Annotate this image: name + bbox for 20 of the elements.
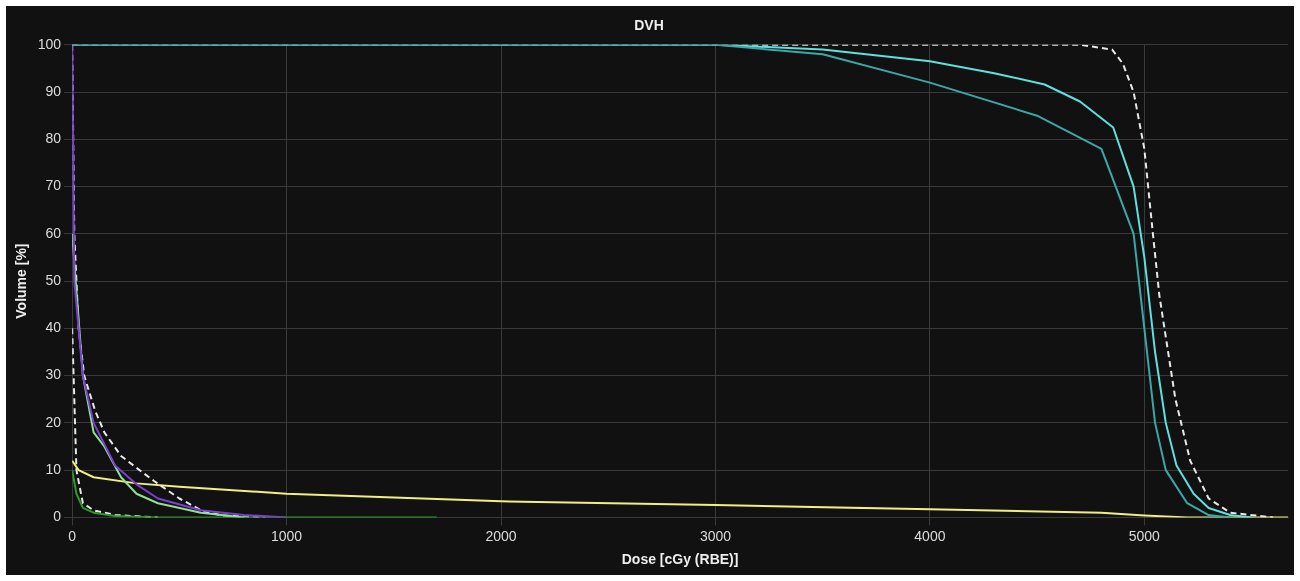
y-tick-label: 10: [45, 461, 62, 477]
y-tick-label: 20: [45, 413, 62, 430]
x-tick-label: 2000: [485, 527, 517, 544]
x-tick-label: 1000: [271, 527, 303, 544]
x-tick-label: 0: [68, 527, 77, 544]
y-tick-label: 80: [45, 130, 62, 147]
y-tick-label: 30: [45, 366, 62, 383]
chart-title: DVH: [634, 17, 664, 34]
y-tick-label: 40: [45, 319, 62, 336]
x-tick-label: 3000: [699, 527, 732, 544]
x-axis-title: Dose [cGy (RBE)]: [621, 551, 739, 568]
y-tick-label: 0: [53, 508, 62, 525]
y-tick-label: 50: [45, 271, 62, 288]
x-tick-label: 5000: [1128, 527, 1161, 544]
y-tick-label: 60: [45, 224, 62, 241]
y-tick-label: 90: [45, 82, 62, 99]
y-tick-label: 70: [45, 177, 62, 194]
x-tick-label: 4000: [914, 527, 946, 544]
y-tick-label: 100: [37, 35, 62, 52]
y-axis-title: Volume [%]: [13, 243, 30, 319]
